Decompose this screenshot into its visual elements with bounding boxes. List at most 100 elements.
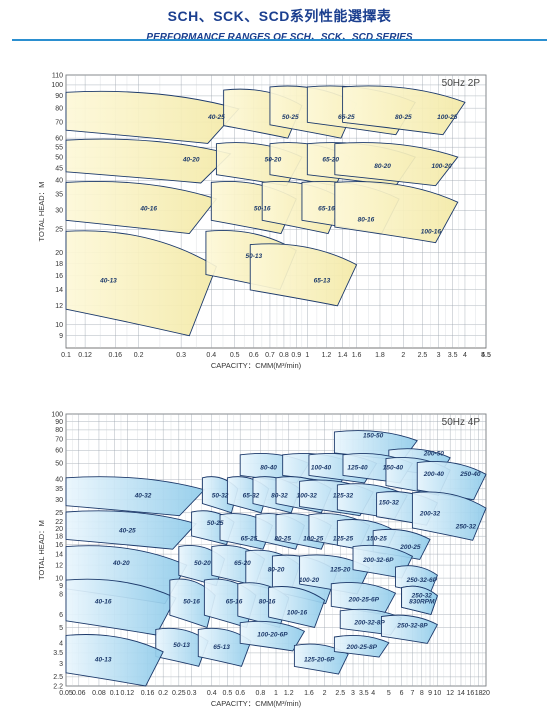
region-label: 150-25 xyxy=(366,535,387,542)
region-label: 200-32 xyxy=(419,511,441,518)
region-100-20 xyxy=(334,142,459,187)
x-tick-label: 0.6 xyxy=(249,352,259,359)
y-tick-label: 16 xyxy=(55,273,63,280)
y-tick-label: 100 xyxy=(51,82,63,89)
y-tick-label: 4 xyxy=(59,641,63,648)
chart-title: 50Hz 2P xyxy=(442,78,481,89)
y-tick-label: 70 xyxy=(55,437,63,444)
region-label: 100-40 xyxy=(311,464,332,471)
region-label: 50-20 xyxy=(194,560,211,567)
region-label: 80-25 xyxy=(395,114,412,121)
y-tick-label: 5 xyxy=(59,625,63,632)
region-200-25-8P xyxy=(333,635,390,658)
title-chinese: SCH、SCK、SCD系列性能選擇表 xyxy=(167,8,392,24)
regions xyxy=(65,430,487,687)
region-label: 65-25 xyxy=(338,114,355,121)
x-tick-label: 0.08 xyxy=(92,690,106,697)
region-label: 200-25 xyxy=(399,544,421,551)
x-tick-label: 9 xyxy=(428,690,432,697)
region-40-13 xyxy=(65,230,217,337)
x-axis-title: CAPACITY：CMM(M³/min) xyxy=(211,699,302,708)
y-tick-label: 80 xyxy=(55,427,63,434)
x-tick-label: 5 xyxy=(387,690,391,697)
y-tick-label: 6 xyxy=(59,612,63,619)
x-tick-label: 6 xyxy=(400,690,404,697)
region-40-16 xyxy=(65,578,177,636)
x-tick-label: 0.5 xyxy=(223,690,233,697)
y-tick-label: 60 xyxy=(55,135,63,142)
x-tick-label: 8 xyxy=(420,690,424,697)
y-tick-label: 40 xyxy=(55,178,63,185)
chart-50hz-4p: 150-50 200-50 80-40 100-40 125-40 150-40 200-4… xyxy=(37,411,490,708)
x-tick-label: 0.12 xyxy=(121,690,135,697)
region-label: 40-13 xyxy=(94,657,112,664)
region-100-16 xyxy=(334,181,459,244)
region-label: 80-16 xyxy=(259,599,276,606)
region-label: 125-20 xyxy=(330,566,351,573)
y-tick-label: 10 xyxy=(55,322,63,329)
region-label: 250-32-6P xyxy=(406,577,438,584)
region-label: 50-25 xyxy=(282,114,299,121)
x-tick-label: 0.4 xyxy=(206,352,216,359)
x-tick-label: 0.8 xyxy=(279,352,289,359)
x-tick-label: 2.5 xyxy=(335,690,345,697)
y-tick-label: 100 xyxy=(51,411,63,418)
region-label: 65-16 xyxy=(318,205,335,212)
y-tick-label: 9 xyxy=(59,333,63,340)
region-label: 100-16 xyxy=(287,609,308,616)
y-tick-label: 20 xyxy=(55,250,63,257)
y-tick-label: 45 xyxy=(55,165,63,172)
region-label: 80-32 xyxy=(271,492,288,499)
y-tick-label: 22 xyxy=(55,519,63,526)
region-label: 125-32 xyxy=(333,492,354,499)
y-tick-label: 35 xyxy=(55,486,63,493)
x-tick-label: 1 xyxy=(305,352,309,359)
x-tick-label: 4 xyxy=(371,690,375,697)
y-tick-label: 60 xyxy=(55,448,63,455)
x-tick-label: 0.06 xyxy=(72,690,86,697)
region-label: 50-32 xyxy=(212,492,229,499)
title-english: PERFORMANCE RANGES OF SCH、SCK、SCD SERIES xyxy=(146,32,413,43)
region-label: 200-25-8P xyxy=(346,644,378,651)
y-tick-label: 18 xyxy=(55,261,63,268)
region-label: 65-20 xyxy=(234,560,251,567)
y-tick-label: 8 xyxy=(59,591,63,598)
region-65-13 xyxy=(249,243,358,307)
x-tick-label: 10 xyxy=(434,690,442,697)
region-830RPM xyxy=(401,585,438,616)
y-tick-label: 14 xyxy=(55,287,63,294)
y-tick-label: 80 xyxy=(55,105,63,112)
region-label: 100-20 xyxy=(299,577,320,584)
region-label: 40-16 xyxy=(94,599,112,606)
region-label: 50-13 xyxy=(173,642,190,649)
x-tick-label: 0.16 xyxy=(141,690,155,697)
x-tick-label: 0.5 xyxy=(230,352,240,359)
x-tick-label: 1 xyxy=(274,690,278,697)
chart-50hz-2p: 40-25 50-25 65-25 80-25 100-25 40-20 50-20 65-2… xyxy=(37,72,491,370)
y-tick-label: 90 xyxy=(55,93,63,100)
y-tick-label: 9 xyxy=(59,583,63,590)
y-tick-label: 2.2 xyxy=(53,683,63,690)
y-tick-label: 90 xyxy=(55,419,63,426)
region-label: 250-32-8P xyxy=(396,622,428,629)
region-label: 80-20 xyxy=(268,566,285,573)
region-label: 80-20 xyxy=(374,163,391,170)
x-tick-label: 5.5 xyxy=(481,352,491,359)
y-tick-label: 55 xyxy=(55,144,63,151)
region-label: 65-25 xyxy=(241,535,258,542)
y-tick-label: 3 xyxy=(59,661,63,668)
y-tick-label: 70 xyxy=(55,119,63,126)
region-label: 50-13 xyxy=(245,253,262,260)
region-40-16 xyxy=(65,181,218,235)
region-label: 250-32 xyxy=(455,524,477,531)
x-tick-label: 1.8 xyxy=(375,352,385,359)
y-tick-label: 10 xyxy=(55,575,63,582)
x-tick-label: 1.6 xyxy=(304,690,314,697)
region-label: 150-32 xyxy=(379,500,400,507)
x-tick-label: 0.3 xyxy=(176,352,186,359)
x-tick-label: 0.1 xyxy=(61,352,71,359)
x-tick-label: 1.6 xyxy=(352,352,362,359)
x-tick-label: 0.2 xyxy=(134,352,144,359)
region-label: 40-20 xyxy=(112,560,130,567)
region-250-32 xyxy=(411,491,487,541)
